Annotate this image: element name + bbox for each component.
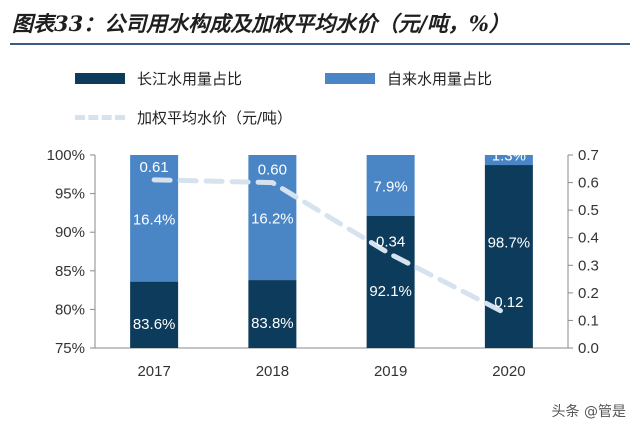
y2-tick-label: 0.6 — [578, 175, 599, 192]
y2-tick-label: 0.7 — [578, 147, 599, 164]
title-bar: 图表33：公司用水构成及加权平均水价（元/吨，%） — [0, 0, 640, 45]
legend-swatch-self — [325, 73, 375, 84]
legend-label-changjiang: 长江水用量占比 — [137, 70, 243, 88]
bar-self — [130, 155, 179, 282]
data-label-self: 16.4% — [133, 211, 176, 228]
data-label-price: 0.60 — [258, 162, 287, 179]
data-label-changjiang: 83.8% — [251, 315, 294, 332]
x-tick-label: 2018 — [256, 363, 289, 380]
price-line — [151, 177, 512, 318]
legend-label-self: 自来水用量占比 — [387, 70, 493, 88]
y2-tick-label: 0.2 — [578, 285, 599, 302]
y2-tick-label: 0.5 — [578, 202, 599, 219]
y-tick-label: 80% — [55, 301, 85, 318]
y-tick-label: 95% — [55, 186, 85, 203]
bar-changjiang — [366, 215, 415, 348]
bar-changjiang — [248, 280, 297, 348]
bar-changjiang — [484, 165, 533, 348]
legend-swatch-changjiang — [75, 73, 125, 84]
y-tick-label: 100% — [47, 147, 85, 164]
data-label-price: 0.34 — [376, 233, 405, 250]
bar-self — [484, 155, 533, 166]
x-tick-label: 2020 — [492, 363, 525, 380]
data-label-self: 7.9% — [374, 178, 408, 195]
bar-changjiang — [130, 281, 179, 348]
legend-swatch-price — [75, 115, 125, 120]
y-tick-label: 75% — [55, 340, 85, 357]
data-label-self: 1.3% — [492, 147, 526, 164]
bar-self — [366, 155, 415, 216]
chart-title: 图表33：公司用水构成及加权平均水价（元/吨，%） — [12, 11, 510, 36]
y2-tick-label: 0.4 — [578, 230, 599, 247]
legend: 长江水用量占比 自来水用量占比 加权平均水价（元/吨） — [0, 60, 640, 140]
y-tick-label: 90% — [55, 224, 85, 241]
y2-tick-label: 0.3 — [578, 257, 599, 274]
data-label-price: 0.12 — [494, 294, 523, 311]
data-label-price: 0.61 — [140, 159, 169, 176]
legend-item-changjiang: 长江水用量占比 — [75, 68, 242, 89]
y-tick-label: 85% — [55, 263, 85, 280]
y2-tick-label: 0.0 — [578, 340, 599, 357]
watermark: 头条 @管是 — [551, 404, 626, 420]
legend-item-self: 自来水用量占比 — [325, 68, 492, 89]
data-label-changjiang: 98.7% — [488, 235, 531, 252]
legend-item-price: 加权平均水价（元/吨） — [75, 107, 292, 128]
data-label-changjiang: 92.1% — [369, 283, 412, 300]
data-label-self: 16.2% — [251, 211, 294, 228]
title-underline — [10, 43, 630, 45]
legend-label-price: 加权平均水价（元/吨） — [137, 109, 293, 127]
x-tick-label: 2019 — [374, 363, 407, 380]
y2-tick-label: 0.1 — [578, 312, 599, 329]
data-label-changjiang: 83.6% — [133, 316, 176, 333]
bar-self — [248, 155, 297, 281]
x-tick-label: 2017 — [137, 363, 170, 380]
